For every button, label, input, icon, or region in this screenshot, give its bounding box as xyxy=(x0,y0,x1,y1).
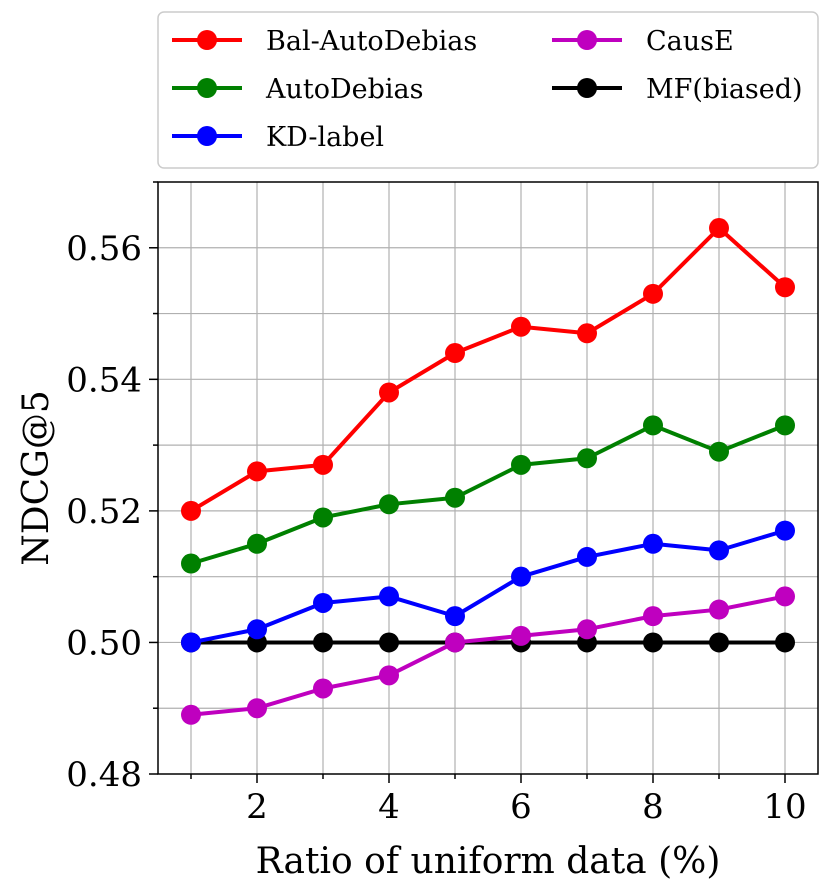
legend-marker xyxy=(577,78,597,98)
x-tick-label: 10 xyxy=(763,787,806,827)
x-tick-label: 2 xyxy=(246,787,268,827)
data-point xyxy=(445,632,465,653)
y-tick-label: 0.54 xyxy=(66,360,142,400)
grid xyxy=(158,182,818,774)
legend-label: CausE xyxy=(646,26,734,57)
ticks: 2 4 6 8 10 0.48 0.50 0.52 0.54 0.56 xyxy=(66,181,807,827)
legend-label: AutoDebias xyxy=(265,74,424,105)
data-point xyxy=(181,500,201,521)
data-point xyxy=(445,487,465,508)
data-point xyxy=(709,441,729,462)
data-point xyxy=(379,382,399,403)
data-point xyxy=(643,632,663,653)
data-point xyxy=(709,599,729,620)
legend-label: KD-label xyxy=(266,122,384,153)
data-point xyxy=(775,632,795,653)
legend-marker xyxy=(197,126,217,146)
data-point xyxy=(313,592,333,613)
data-point xyxy=(709,540,729,561)
data-point xyxy=(247,461,267,482)
data-point xyxy=(313,678,333,699)
series-kd-label xyxy=(181,520,795,653)
data-point xyxy=(445,606,465,627)
legend: Bal-AutoDebias AutoDebias KD-label CausE MF(… xyxy=(172,26,803,153)
series-line xyxy=(190,423,786,566)
data-point xyxy=(577,323,597,344)
x-tick-label: 4 xyxy=(378,787,400,827)
data-point xyxy=(577,448,597,469)
y-tick-label: 0.50 xyxy=(66,623,142,663)
legend-item: MF(biased) xyxy=(552,74,803,105)
data-point xyxy=(181,632,201,653)
series-layer xyxy=(181,218,795,725)
data-point xyxy=(511,625,531,646)
series-line xyxy=(189,226,787,513)
legend-marker xyxy=(197,30,217,50)
legend-label: MF(biased) xyxy=(646,74,803,105)
data-point xyxy=(511,454,531,475)
data-point xyxy=(643,533,663,554)
legend-marker xyxy=(577,30,597,50)
data-point xyxy=(775,586,795,607)
data-point xyxy=(577,619,597,640)
plot-frame xyxy=(157,181,819,775)
y-axis-title: NDCG@5 xyxy=(16,390,57,566)
legend-marker xyxy=(197,78,217,98)
legend-item: Bal-AutoDebias xyxy=(172,26,477,57)
data-point xyxy=(643,415,663,436)
data-point xyxy=(643,606,663,627)
legend-item: KD-label xyxy=(172,122,384,153)
data-point xyxy=(379,632,399,653)
data-point xyxy=(511,316,531,337)
data-point xyxy=(181,704,201,725)
data-point xyxy=(247,533,267,554)
data-point xyxy=(379,494,399,515)
series-line xyxy=(190,528,786,645)
x-tick-label: 6 xyxy=(510,787,532,827)
data-point xyxy=(379,665,399,686)
series-bal-autodebias xyxy=(181,218,795,521)
data-point xyxy=(247,698,267,719)
data-point xyxy=(643,283,663,304)
data-point xyxy=(247,619,267,640)
series-autodebias xyxy=(181,415,795,574)
data-point xyxy=(577,546,597,567)
x-tick-label: 8 xyxy=(642,787,664,827)
y-tick-label: 0.48 xyxy=(66,755,142,795)
data-point xyxy=(775,415,795,436)
data-point xyxy=(313,507,333,528)
series-line xyxy=(190,594,786,717)
legend-item: CausE xyxy=(552,26,734,57)
y-tick-label: 0.52 xyxy=(66,492,142,532)
data-point xyxy=(445,343,465,364)
series-mf-biased- xyxy=(181,632,795,653)
data-point xyxy=(313,632,333,653)
data-point xyxy=(181,553,201,574)
legend-item: AutoDebias xyxy=(172,74,424,105)
legend-box xyxy=(157,11,819,169)
series-cause xyxy=(181,586,795,725)
legend-label: Bal-AutoDebias xyxy=(266,26,477,57)
data-point xyxy=(709,632,729,653)
y-tick-label: 0.56 xyxy=(66,229,142,269)
data-point xyxy=(775,277,795,298)
data-point xyxy=(313,454,333,475)
data-point xyxy=(709,218,729,239)
data-point xyxy=(775,520,795,541)
data-point xyxy=(379,586,399,607)
x-axis-title: Ratio of uniform data (%) xyxy=(256,841,721,882)
data-point xyxy=(511,566,531,587)
